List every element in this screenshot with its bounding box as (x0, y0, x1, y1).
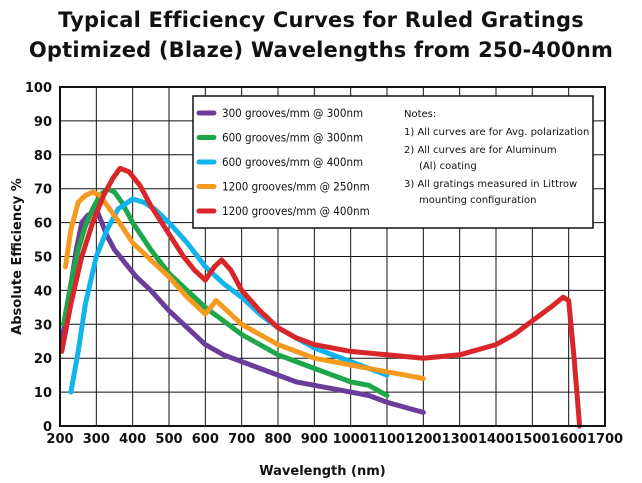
y-tick-label: 30 (34, 318, 52, 333)
y-tick-labels: 0 10 20 30 40 50 60 70 80 90 100 (25, 81, 52, 435)
plot-frame (59, 86, 606, 427)
chart-title: Typical Efficiency Curves for Ruled Grat… (58, 8, 584, 32)
legend-label: 300 grooves/mm @ 300nm (222, 106, 363, 120)
x-tick-label: 1700 (587, 432, 623, 447)
x-tick-label: 400 (119, 432, 146, 447)
legend-label: 1200 grooves/mm @ 250nm (222, 180, 370, 194)
notes-line: 2) All curves are for Aluminum (404, 145, 557, 156)
y-tick-label: 40 (34, 284, 52, 299)
x-tick-labels: 200 300 400 500 600 700 800 900 1000 1100 1200 1300… (46, 432, 623, 447)
notes-line: 3) All gratings measured in Littrow (404, 179, 577, 190)
x-tick-label: 1100 (369, 432, 405, 447)
x-tick-label: 200 (46, 432, 73, 447)
y-tick-label: 10 (34, 386, 52, 401)
notes-line: 1) All curves are for Avg. polarization (404, 127, 589, 138)
x-tick-label: 900 (301, 432, 328, 447)
legend-label: 600 grooves/mm @ 300nm (222, 131, 363, 145)
series-line (59, 165, 583, 429)
x-tick-label: 1300 (442, 432, 478, 447)
x-tick-label: 1200 (405, 432, 441, 447)
x-tick-label: 1500 (514, 432, 550, 447)
y-tick-label: 0 (43, 420, 52, 435)
notes-line: mounting configuration (419, 195, 536, 206)
x-tick-label: 1000 (333, 432, 369, 447)
x-tick-label: 300 (83, 432, 110, 447)
series-line (61, 186, 390, 398)
notes-heading: Notes: (404, 109, 436, 120)
series-line (63, 189, 426, 381)
legend: 300 grooves/mm @ 300nm 600 grooves/mm @ 3… (192, 95, 594, 229)
y-tick-label: 90 (34, 115, 52, 130)
y-tick-label: 20 (34, 352, 52, 367)
x-tick-label: 800 (264, 432, 291, 447)
y-tick-label: 70 (34, 183, 52, 198)
y-tick-label: 80 (34, 149, 52, 164)
y-tick-label: 60 (34, 217, 52, 232)
x-axis-label: Wavelength (nm) (259, 464, 385, 479)
chart-subtitle: Optimized (Blaze) Wavelengths from 250-4… (28, 38, 614, 62)
x-tick-label: 1600 (551, 432, 587, 447)
x-tick-label: 1400 (478, 432, 514, 447)
x-tick-label: 600 (192, 432, 219, 447)
x-tick-label: 500 (155, 432, 182, 447)
x-tick-label: 700 (228, 432, 255, 447)
legend-label: 1200 grooves/mm @ 400nm (222, 204, 370, 218)
legend-label: 600 grooves/mm @ 400nm (222, 155, 363, 169)
series-lines (59, 165, 583, 429)
notes-line: (Al) coating (419, 161, 477, 172)
series-line (59, 206, 426, 415)
y-axis-label: Absolute Efficiency % (10, 178, 25, 335)
y-tick-label: 100 (25, 81, 52, 96)
series-line (68, 196, 390, 395)
y-tick-label: 50 (34, 251, 52, 266)
legend-box (192, 95, 594, 229)
